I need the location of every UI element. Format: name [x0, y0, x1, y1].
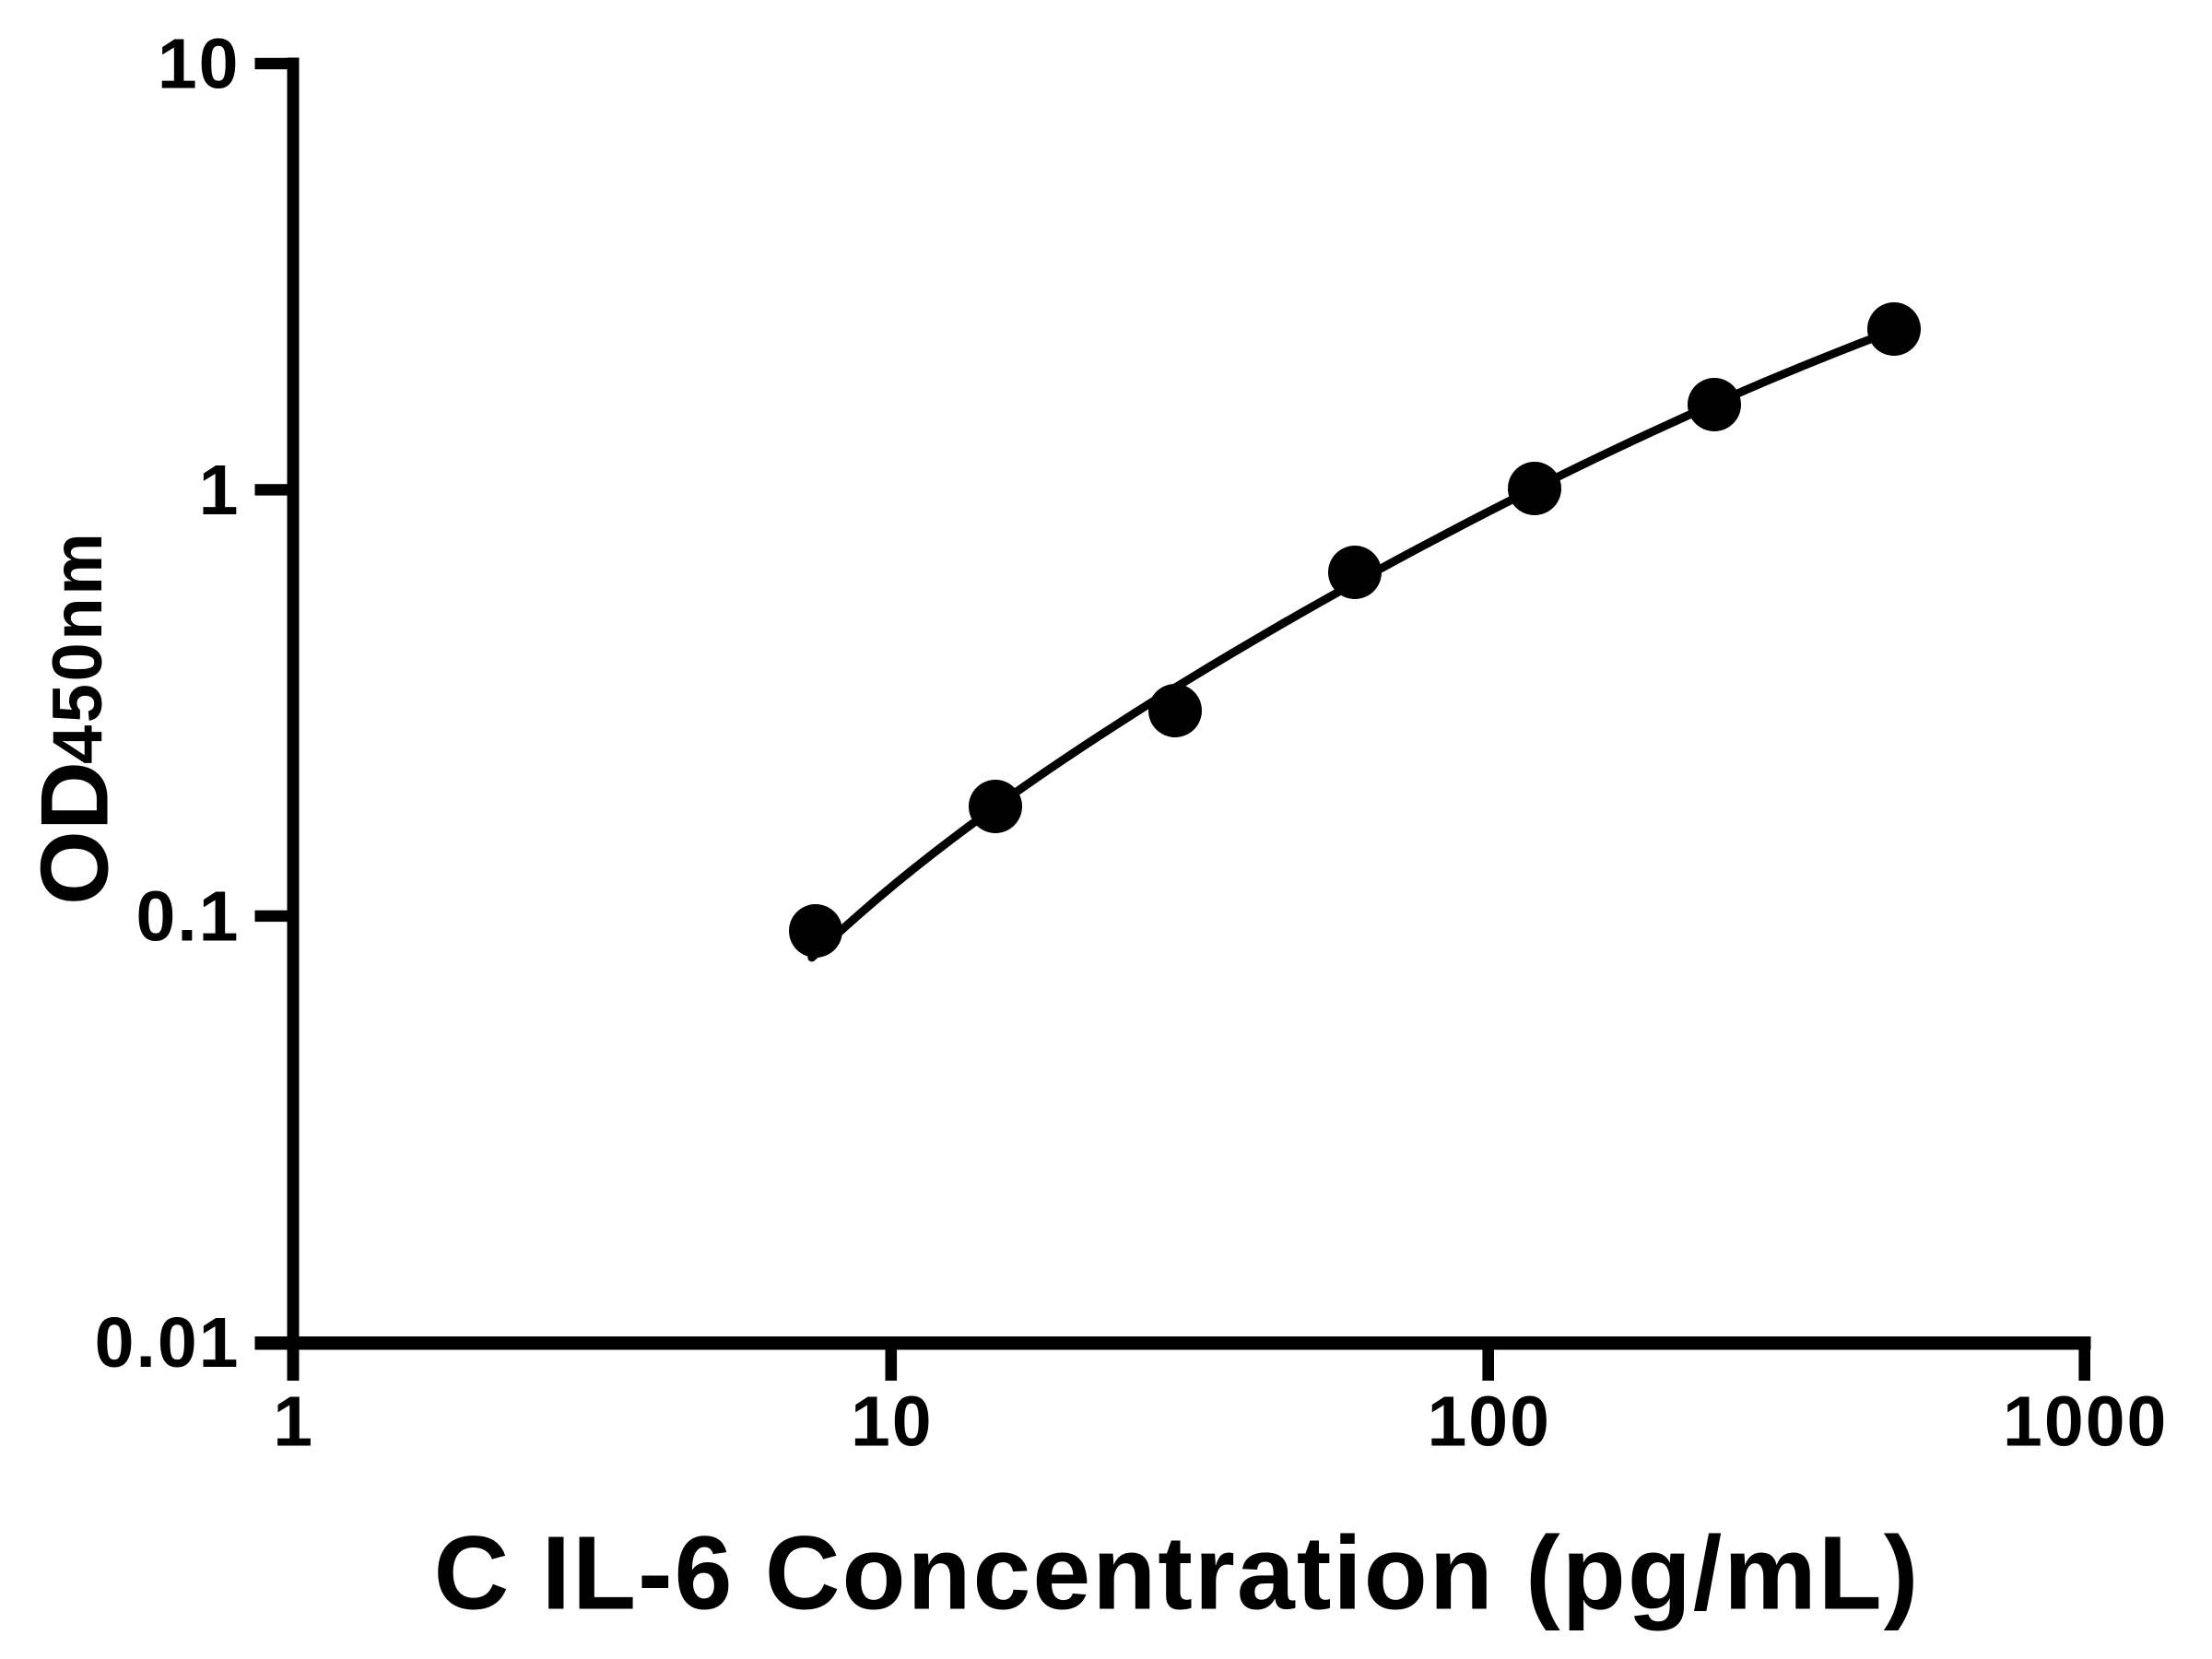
svg-text:1: 1 — [273, 1382, 314, 1461]
svg-text:C IL-6 Concentration (pg/mL): C IL-6 Concentration (pg/mL) — [434, 1514, 1921, 1630]
svg-text:0.1: 0.1 — [135, 877, 240, 956]
svg-text:1: 1 — [199, 451, 241, 530]
svg-text:450nm: 450nm — [39, 531, 117, 764]
svg-text:100: 100 — [1427, 1382, 1550, 1461]
svg-text:OD: OD — [22, 761, 129, 905]
svg-text:1000: 1000 — [2003, 1382, 2168, 1461]
svg-text:0.01: 0.01 — [95, 1303, 241, 1382]
svg-text:10: 10 — [851, 1382, 934, 1461]
svg-text:10: 10 — [158, 25, 241, 104]
